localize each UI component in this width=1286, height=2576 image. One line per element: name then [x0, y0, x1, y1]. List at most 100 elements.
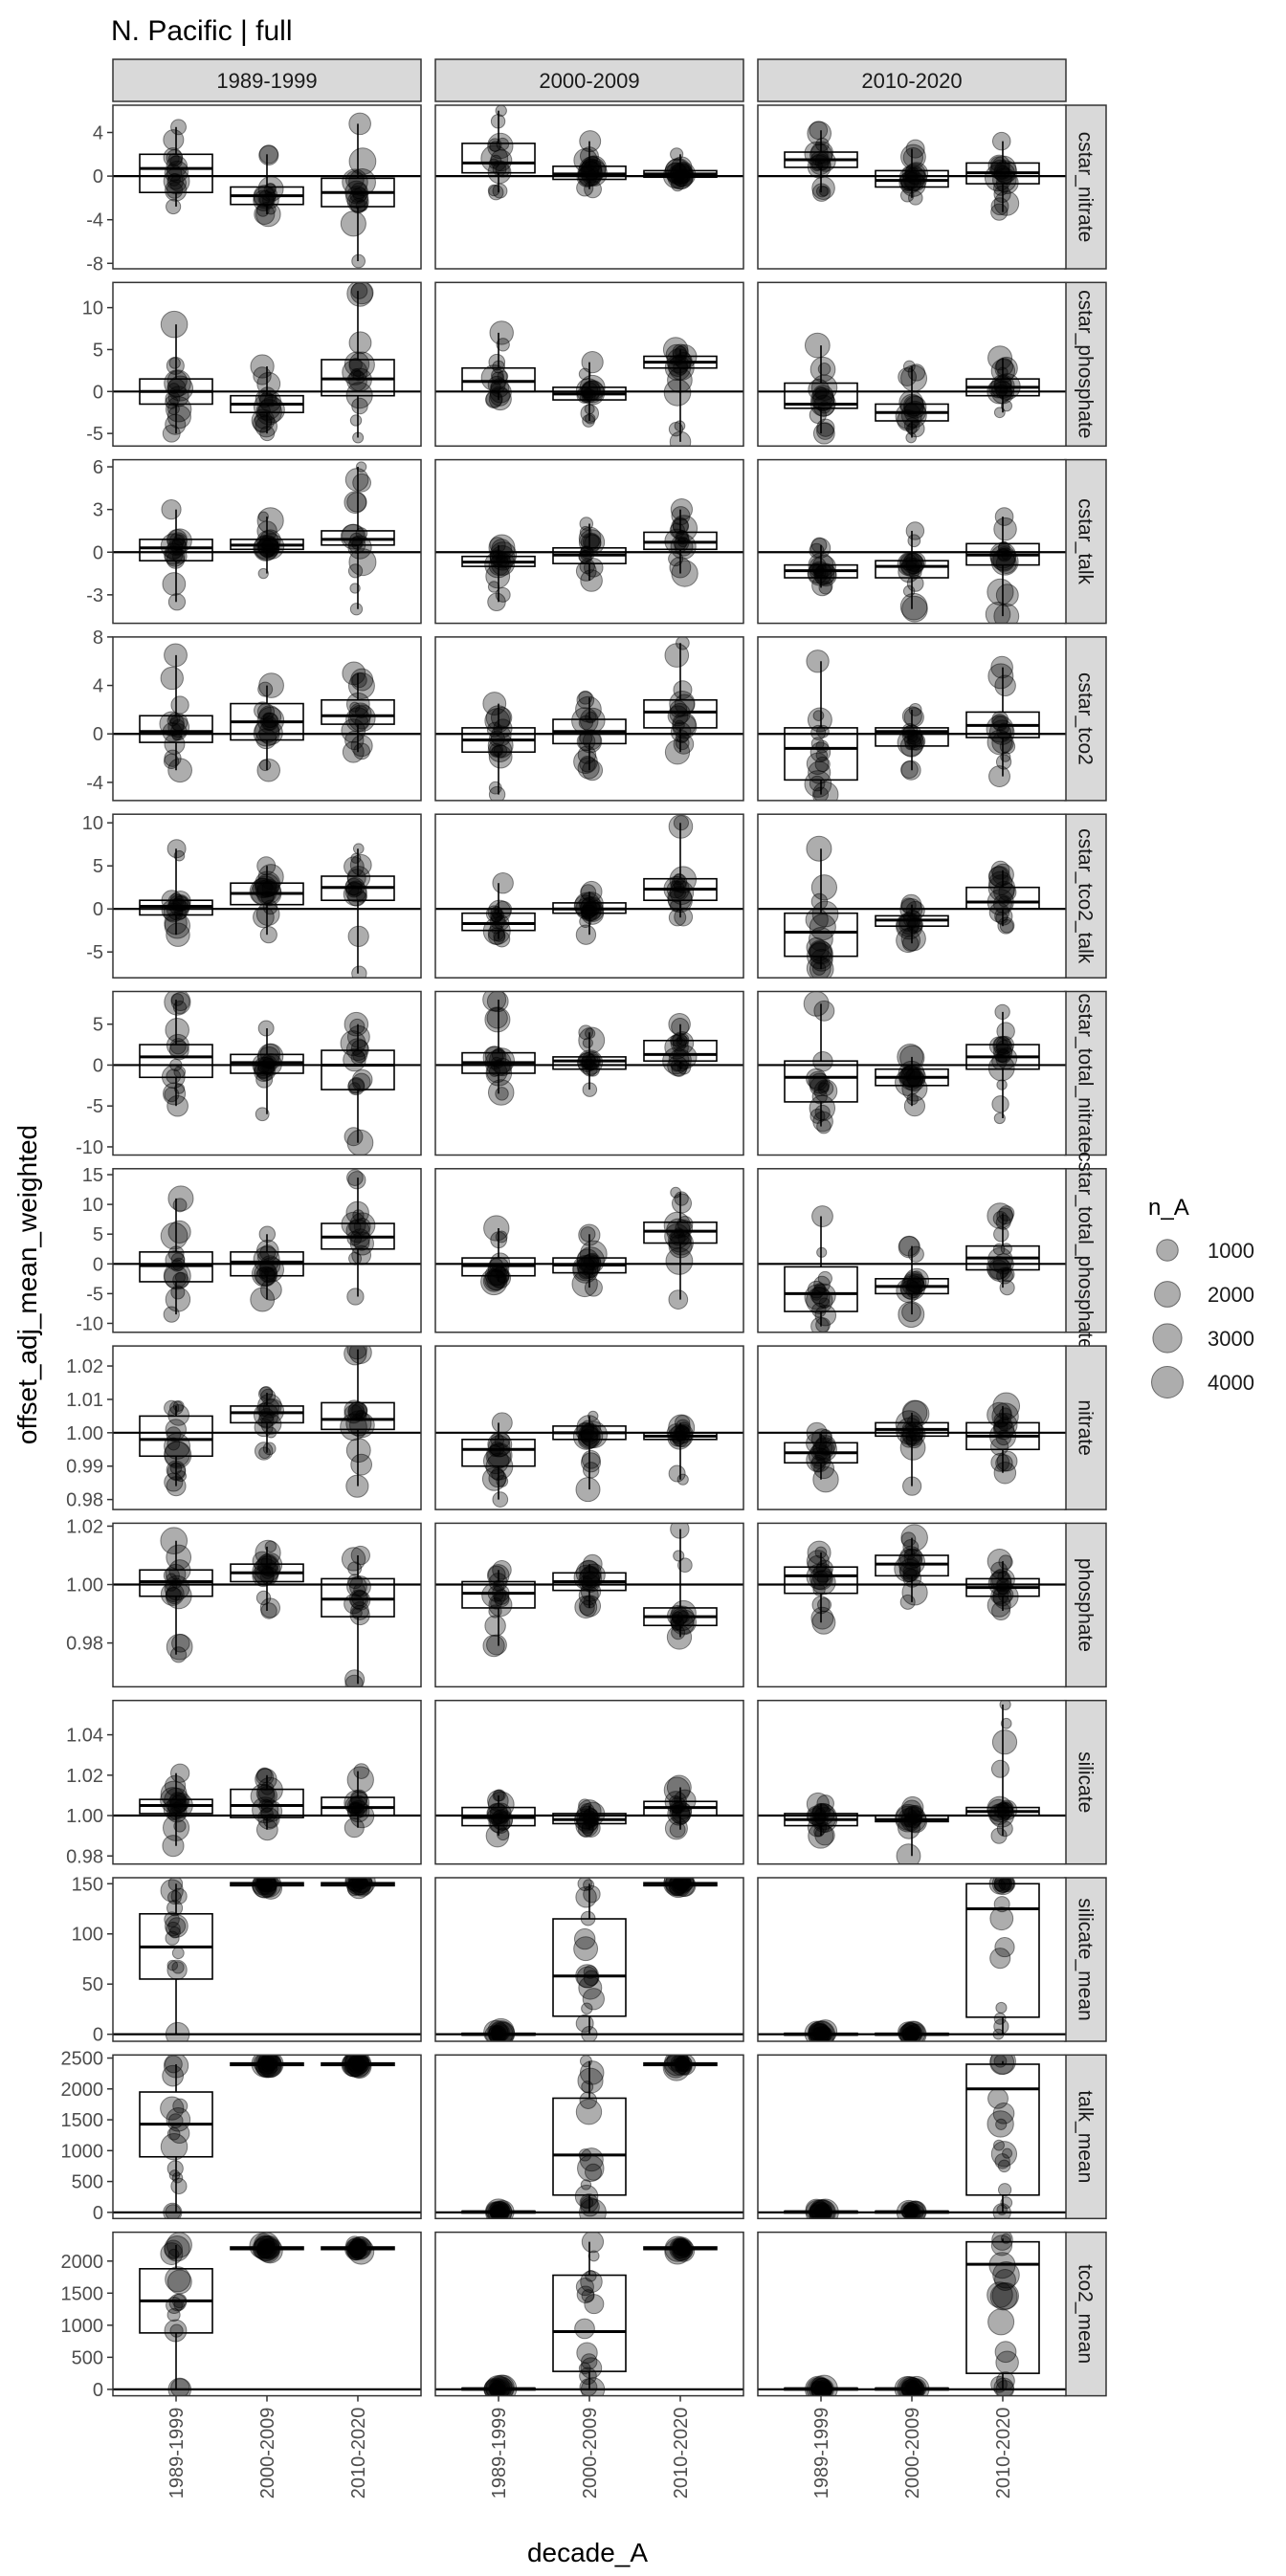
- data-point: [257, 1060, 271, 1073]
- data-point: [580, 1910, 596, 1926]
- data-point: [490, 909, 503, 923]
- data-point: [996, 1820, 1013, 1838]
- facet-panel: [434, 636, 744, 802]
- data-point: [352, 2055, 367, 2069]
- data-point: [901, 166, 918, 183]
- data-point: [347, 2239, 367, 2259]
- data-point: [669, 1879, 687, 1897]
- data-point: [806, 1287, 833, 1314]
- data-point: [585, 413, 596, 425]
- data-point: [488, 1065, 500, 1077]
- data-point: [250, 1287, 276, 1312]
- data-point: [993, 2377, 1014, 2396]
- data-point: [575, 924, 597, 945]
- data-point: [669, 2236, 694, 2261]
- data-point: [584, 1278, 603, 1297]
- panel-border: [757, 2054, 1067, 2220]
- data-point: [260, 891, 275, 905]
- data-point: [582, 1037, 593, 1048]
- data-point: [255, 1590, 272, 1606]
- data-point: [349, 1789, 368, 1808]
- box: [321, 698, 395, 725]
- y-tick-label: 6: [93, 457, 103, 478]
- data-point: [489, 2207, 500, 2218]
- legend-label: 2000: [1208, 1283, 1254, 1307]
- data-point: [996, 724, 1012, 740]
- data-point: [482, 1635, 505, 1658]
- data-point: [162, 721, 183, 742]
- data-point: [347, 2056, 365, 2073]
- data-point: [995, 552, 1017, 574]
- data-point: [168, 532, 188, 551]
- data-point: [347, 1078, 366, 1096]
- data-point: [999, 1280, 1015, 1296]
- box: [784, 382, 858, 409]
- data-point: [991, 1568, 1015, 1593]
- data-point: [347, 2237, 375, 2265]
- data-point: [256, 2055, 277, 2075]
- panel-border: [757, 458, 1067, 625]
- data-point: [168, 357, 181, 369]
- panel-border: [757, 990, 1067, 1156]
- data-point: [674, 1423, 694, 1444]
- data-point: [490, 551, 516, 576]
- data-point: [490, 2201, 513, 2219]
- data-point: [348, 1220, 362, 1233]
- data-point: [909, 2026, 921, 2038]
- data-point: [257, 1878, 276, 1893]
- data-point: [488, 158, 499, 169]
- data-point: [166, 155, 188, 178]
- data-point: [674, 1878, 697, 1897]
- data-point: [497, 1811, 509, 1823]
- data-point: [673, 879, 687, 892]
- data-point: [166, 1544, 192, 1571]
- facet-panel: [757, 281, 1067, 448]
- data-point: [259, 1385, 274, 1399]
- data-point: [491, 368, 504, 383]
- data-point: [255, 1768, 277, 1791]
- data-point: [343, 1047, 366, 1072]
- data-point: [809, 121, 829, 141]
- x-axis-label: decade_A: [527, 2538, 648, 2567]
- data-point: [817, 1270, 832, 1287]
- data-point: [670, 1616, 685, 1631]
- data-point: [165, 1017, 189, 1043]
- data-point: [164, 1265, 188, 1289]
- data-point: [1000, 1878, 1015, 1891]
- data-point: [261, 1057, 277, 1074]
- data-point: [675, 1430, 687, 1442]
- data-point: [901, 935, 920, 952]
- data-point: [255, 878, 282, 905]
- data-point: [164, 1472, 184, 1492]
- data-point: [258, 396, 285, 424]
- data-point: [493, 1579, 505, 1592]
- data-point: [487, 1585, 504, 1602]
- data-point: [668, 422, 684, 437]
- y-tick-label: 0: [93, 724, 103, 745]
- data-point: [669, 1430, 686, 1447]
- box: [552, 2274, 627, 2372]
- data-point: [489, 2379, 510, 2396]
- data-point: [809, 914, 836, 941]
- data-point: [671, 1804, 682, 1816]
- data-point: [263, 2057, 278, 2072]
- data-point: [260, 1799, 283, 1822]
- data-point: [170, 993, 185, 1006]
- data-point: [814, 1813, 827, 1825]
- box: [139, 1415, 213, 1458]
- data-point: [896, 2199, 921, 2219]
- data-point: [992, 2260, 1020, 2289]
- data-point: [676, 1610, 690, 1623]
- data-point: [910, 1270, 923, 1284]
- data-point: [580, 380, 601, 401]
- data-point: [260, 1279, 282, 1301]
- box: [321, 1049, 395, 1090]
- data-point: [588, 1410, 599, 1422]
- y-tick-label: 5: [93, 1015, 103, 1036]
- data-point: [898, 912, 920, 936]
- data-point: [986, 715, 1014, 743]
- data-point: [811, 555, 836, 580]
- data-point: [264, 1540, 277, 1553]
- data-point: [670, 721, 692, 743]
- y-tick-label: -5: [86, 424, 103, 445]
